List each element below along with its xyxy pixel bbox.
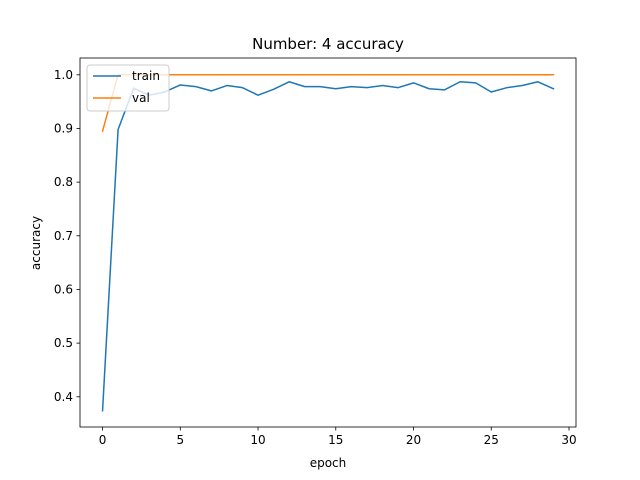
- x-axis-label: epoch: [310, 456, 347, 470]
- series-line-train: [101, 81, 555, 412]
- y-tick-label: 0.7: [54, 229, 73, 243]
- y-tick-label: 0.5: [54, 336, 73, 350]
- y-tick-label: 1.0: [54, 68, 73, 82]
- x-tick-label: 25: [484, 433, 499, 447]
- x-tick-label: 15: [328, 433, 343, 447]
- x-tick-label: 10: [250, 433, 265, 447]
- legend: train val: [86, 64, 170, 112]
- x-tick-label: 20: [406, 433, 421, 447]
- chart-title: Number: 4 accuracy: [252, 35, 404, 53]
- x-tick-label: 30: [561, 433, 576, 447]
- y-tick-label: 0.4: [54, 390, 73, 404]
- y-axis-label: accuracy: [29, 216, 43, 270]
- series-line-val: [101, 74, 555, 133]
- y-tick-label: 0.9: [54, 121, 73, 135]
- x-tick-label: 5: [176, 433, 184, 447]
- legend-label-val: val: [132, 91, 150, 105]
- axes-frame: [79, 57, 577, 428]
- y-tick-label: 0.6: [54, 282, 73, 296]
- legend-label-train: train: [132, 69, 160, 83]
- plot-area: 0 5 10 15 20 25 30 0.4 0.5 0.6 0.7 0.8 0.9 1.0 train va…: [54, 57, 577, 447]
- x-tick-label: 0: [99, 433, 107, 447]
- y-tick-label: 0.8: [54, 175, 73, 189]
